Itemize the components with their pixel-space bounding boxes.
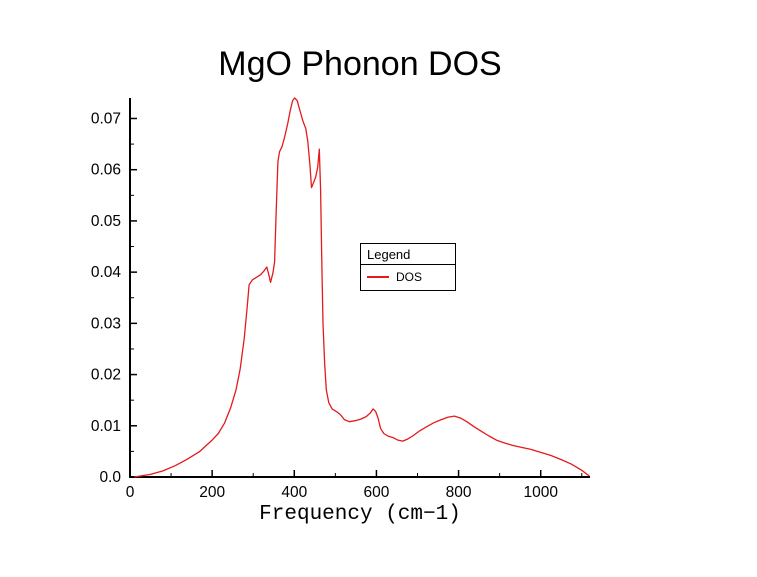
x-tick-label: 0 [126,484,135,501]
y-tick-label: 0.01 [91,418,121,435]
x-tick-label: 800 [446,484,472,501]
x-tick-label: 200 [199,484,225,501]
y-tick-label: 0.02 [91,367,121,384]
y-tick-label: 0.05 [91,213,121,230]
y-tick-label: 0.03 [91,315,121,332]
x-tick-label: 600 [363,484,389,501]
x-tick-label: 400 [281,484,307,501]
legend-box: Legend DOS [360,243,456,291]
y-tick-label: 0.06 [91,162,121,179]
x-axis-label: Frequency (cm−1) [259,503,461,526]
legend-entry-label: DOS [396,270,423,284]
y-tick-label: 0.04 [91,264,122,281]
chart-title: MgO Phonon DOS [218,45,502,83]
legend-entry: DOS [361,265,455,290]
x-tick-label: 1000 [523,484,558,501]
y-tick-label: 0.0 [99,469,121,486]
y-tick-label: 0.07 [91,110,121,127]
legend-title: Legend [361,244,455,265]
dos-curve [133,97,590,478]
dos-line-sample-icon [367,276,389,278]
